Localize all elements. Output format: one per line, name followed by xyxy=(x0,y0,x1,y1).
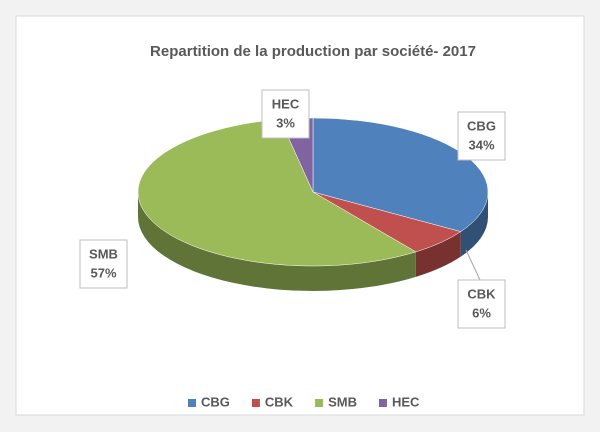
data-label-box xyxy=(457,279,506,329)
data-label-value: 3% xyxy=(276,115,295,130)
legend-swatch xyxy=(188,399,196,407)
slice-side xyxy=(460,192,488,257)
chart-title: Repartition de la production par société… xyxy=(150,43,476,60)
data-label-category: CBK xyxy=(467,286,496,301)
leader-line xyxy=(465,249,481,281)
data-label-value: 34% xyxy=(468,137,494,152)
data-label-value: 57% xyxy=(90,265,116,280)
data-label-category: SMB xyxy=(89,246,118,261)
slice xyxy=(137,119,417,267)
legend-swatch xyxy=(315,399,324,407)
legend-swatch xyxy=(378,399,387,407)
slice-side xyxy=(138,192,416,291)
data-label-box xyxy=(261,89,310,139)
legend-label: HEC xyxy=(392,394,420,409)
legend-label: SMB xyxy=(328,394,357,409)
data-label-category: HEC xyxy=(272,96,300,111)
data-label-category: CBG xyxy=(467,118,496,133)
data-label-value: 6% xyxy=(472,305,491,320)
data-label-box xyxy=(457,111,506,161)
slice-side xyxy=(415,231,461,277)
legend-label: CBK xyxy=(265,394,294,409)
legend-label: CBG xyxy=(201,394,230,409)
data-label-box xyxy=(79,239,128,289)
legend-swatch xyxy=(251,399,260,407)
